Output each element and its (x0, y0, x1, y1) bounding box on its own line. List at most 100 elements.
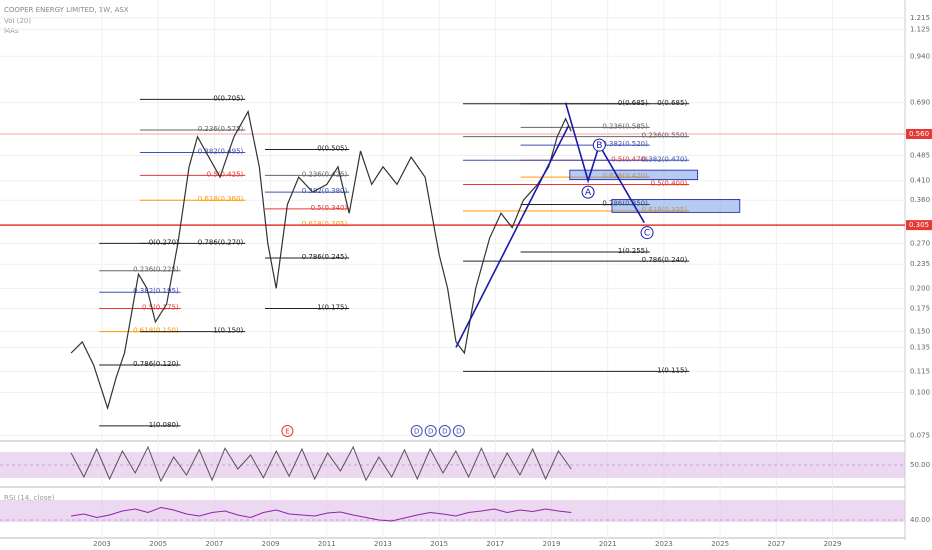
fib-label: 0.236(0.585) (602, 122, 648, 130)
y-tick-label: 1.125 (910, 25, 930, 33)
x-tick-label: 2011 (318, 540, 336, 548)
event-label: D (414, 428, 419, 436)
fib-label: 0.618(0.150) (133, 327, 179, 335)
oscillator-line (71, 506, 572, 522)
wave-label: A (585, 188, 592, 198)
wave-label: B (596, 141, 602, 151)
event-label: D (456, 428, 461, 436)
y-tick-label: 0.150 (910, 328, 930, 336)
y-tick-label: 0.410 (910, 177, 930, 185)
y-tick-label: 0.115 (910, 367, 930, 375)
oscillator-band (0, 500, 905, 522)
fib-label: 0.618(0.305) (302, 220, 348, 228)
indicator-label: Vol (20) (4, 17, 31, 25)
x-tick-label: 2005 (149, 540, 167, 548)
y-tick-label: 0.175 (910, 304, 930, 312)
wave-circle (581, 185, 595, 199)
y-tick-label: 50.00 (910, 461, 930, 469)
price-marker-label: 0.305 (909, 221, 929, 229)
y-tick-label: 0.100 (910, 388, 930, 396)
fib-label: 1(0.150) (213, 327, 243, 335)
x-tick-label: 2021 (599, 540, 617, 548)
event-label: E (285, 428, 289, 436)
target-zone (569, 169, 699, 181)
fib-label: 0(0.685) (618, 99, 648, 107)
x-tick-label: 2009 (262, 540, 280, 548)
indicator-label: RSI (14, close) (4, 494, 55, 502)
fib-label: 0.5(0.470) (611, 155, 648, 163)
fib-label: 0.786(0.350) (602, 199, 648, 207)
x-tick-label: 2025 (711, 540, 729, 548)
fib-label: 0.382(0.470) (642, 155, 688, 163)
fib-label: 0.618(0.420) (602, 172, 648, 180)
fib-label: 0.236(0.550) (642, 132, 688, 140)
price-marker-label: 0.560 (909, 130, 929, 138)
wave-circle (592, 138, 606, 152)
event-marker (410, 425, 423, 437)
indicator-label: MAs (4, 27, 19, 35)
y-tick-label: 0.075 (910, 432, 930, 440)
fib-label: 0.236(0.225) (133, 266, 179, 274)
event-label: D (428, 428, 433, 436)
fib-label: 0(0.505) (317, 144, 347, 152)
fib-label: 0.5(0.340) (311, 204, 348, 212)
fib-label: 0(0.705) (213, 94, 243, 102)
y-tick-label: 0.485 (910, 152, 930, 160)
x-tick-label: 2007 (205, 540, 223, 548)
fib-label: 0.618(0.360) (198, 195, 244, 203)
fib-label: 0.382(0.520) (602, 140, 648, 148)
event-marker (281, 425, 294, 437)
fib-label: 1(0.115) (657, 366, 687, 374)
x-tick-label: 2003 (93, 540, 111, 548)
y-tick-label: 0.940 (910, 52, 930, 60)
wave-label: C (644, 229, 650, 239)
x-tick-label: 2017 (486, 540, 504, 548)
fib-label: 1(0.255) (618, 247, 648, 255)
y-tick-label: 0.200 (910, 284, 930, 292)
y-tick-label: 0.235 (910, 260, 930, 268)
event-marker (424, 425, 437, 437)
fib-label: 0.5(0.175) (142, 303, 179, 311)
trend-drawing (455, 125, 570, 348)
oscillator-line (70, 445, 572, 483)
price-marker-box (906, 220, 932, 231)
y-tick-label: 0.360 (910, 196, 930, 204)
fib-label: 0.382(0.380) (302, 187, 348, 195)
price-marker-box (906, 128, 932, 139)
fib-label: 0.236(0.425) (302, 170, 348, 178)
fib-label: 0.786(0.245) (302, 253, 348, 261)
x-tick-label: 2019 (543, 540, 561, 548)
fib-label: 0.786(0.240) (642, 256, 688, 264)
y-tick-label: 40.00 (910, 516, 930, 524)
event-label: D (442, 428, 447, 436)
fib-label: 0.618(0.335) (642, 206, 688, 214)
y-tick-label: 1.215 (910, 14, 930, 22)
x-tick-label: 2023 (655, 540, 673, 548)
x-tick-label: 2029 (824, 540, 842, 548)
trend-drawing (564, 102, 645, 224)
y-tick-label: 0.270 (910, 239, 930, 247)
fib-label: 0(0.270) (149, 238, 179, 246)
target-zone (611, 199, 741, 213)
chart-title: COOPER ENERGY LIMITED, 1W, ASX (4, 6, 129, 14)
wave-circle (640, 226, 654, 240)
price-line-series (70, 109, 572, 411)
event-marker (438, 425, 451, 437)
fib-label: 0(0.685) (657, 99, 687, 107)
x-tick-label: 2027 (767, 540, 785, 548)
fib-label: 0.5(0.425) (207, 170, 244, 178)
x-tick-label: 2015 (430, 540, 448, 548)
fib-label: 0.382(0.495) (198, 147, 244, 155)
event-marker (452, 425, 465, 437)
y-tick-label: 0.135 (910, 343, 930, 351)
y-tick-label: 0.690 (910, 99, 930, 107)
fib-label: 0.5(0.400) (651, 179, 688, 187)
fib-label: 0.786(0.270) (198, 238, 244, 246)
fib-label: 0.236(0.575) (198, 125, 244, 133)
fib-label: 1(0.080) (149, 421, 179, 429)
fib-label: 0.382(0.195) (133, 287, 179, 295)
fib-label: 0.786(0.120) (133, 360, 179, 368)
x-tick-label: 2013 (374, 540, 392, 548)
fib-label: 1(0.175) (317, 303, 347, 311)
